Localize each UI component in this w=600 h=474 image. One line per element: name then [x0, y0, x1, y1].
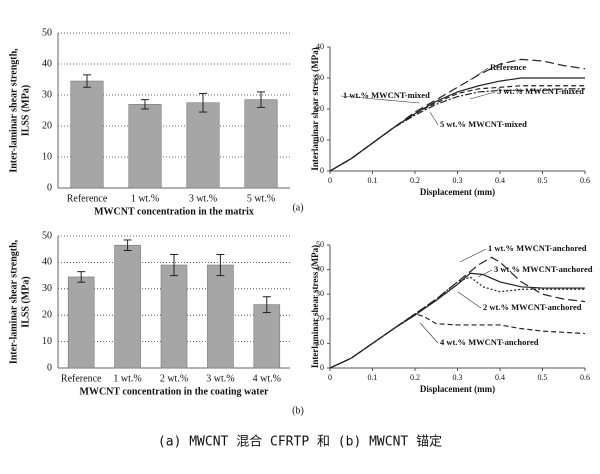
leader-line — [419, 322, 439, 344]
x-tick-label: 5 wt.% — [247, 193, 275, 204]
y-tick-label: 0 — [47, 182, 52, 193]
y-tick-label: 0 — [47, 362, 52, 373]
x-tick-label: 0.5 — [538, 176, 548, 185]
line — [329, 276, 585, 369]
leader-line — [429, 111, 439, 126]
y-tick-label: 50 — [42, 230, 52, 241]
bar — [253, 304, 281, 369]
y-tick-label: 50 — [42, 27, 52, 38]
panel-label: (a) — [292, 202, 303, 213]
x-tick-label: Reference — [61, 373, 102, 384]
line — [329, 88, 585, 172]
y-tick-label: 40 — [42, 257, 52, 268]
x-tick-label: 0 — [328, 373, 332, 382]
series-label: 5 wt.% MWCNT-mixed — [440, 119, 527, 129]
x-tick-label: 3 wt.% — [206, 373, 234, 384]
bar — [160, 264, 188, 369]
leader-line — [477, 269, 493, 278]
line — [329, 77, 585, 172]
x-tick-label: Reference — [67, 193, 108, 204]
bar — [128, 104, 162, 189]
x-tick-label: 4 wt.% — [253, 373, 281, 384]
bar — [244, 99, 278, 189]
y-axis-label: Interlaminar shear stress (MPa) — [310, 47, 320, 170]
x-tick-label: 1 wt.% — [113, 373, 141, 384]
y-tick-label: 10 — [42, 336, 52, 347]
bar — [67, 276, 95, 369]
bar — [114, 244, 141, 369]
series-label: 4 wt.% MWCNT-anchored — [440, 337, 539, 347]
x-tick-label: 0.1 — [368, 373, 378, 382]
x-tick-label: 0.6 — [580, 176, 590, 185]
figure-caption: (a) MWCNT 混合 CFRTP 和 (b) MWCNT 锚定 — [158, 435, 442, 450]
y-axis-label: Inter-laminar shear strength, — [8, 239, 19, 364]
x-tick-label: 0 — [328, 176, 332, 185]
bar — [70, 80, 104, 189]
y-axis-label: Inter-laminar shear strength, — [8, 48, 19, 173]
series-label: 2 wt.% MWCNT-anchored — [483, 302, 582, 312]
y-axis-label: Interlaminar shear stress (MPa) — [310, 245, 320, 368]
y-tick-label: 40 — [42, 58, 52, 69]
line — [329, 313, 586, 369]
y-tick-label: 10 — [316, 135, 324, 144]
leader-line — [469, 67, 489, 81]
x-tick-label: 3 wt.% — [189, 193, 217, 204]
y-tick-label: 30 — [42, 89, 52, 100]
x-tick-label: 2 wt.% — [160, 373, 188, 384]
y-tick-label: 30 — [316, 289, 324, 298]
y-tick-label: 20 — [316, 104, 324, 113]
leader-line — [459, 248, 487, 263]
x-tick-label: 0.5 — [538, 373, 548, 382]
x-axis-label: Displacement (mm) — [420, 187, 495, 197]
series-label: 1 wt.% MWCNT-anchored — [488, 243, 587, 253]
bar — [207, 264, 234, 369]
x-tick-label: 0.3 — [453, 176, 463, 185]
y-tick-label: 20 — [316, 314, 324, 323]
series-label: Reference — [490, 62, 526, 72]
y-tick-label: 50 — [316, 240, 324, 249]
leader-line — [469, 91, 496, 100]
x-tick-label: 0.2 — [410, 373, 420, 382]
x-tick-label: 0.2 — [410, 176, 420, 185]
y-tick-label: 0 — [320, 166, 324, 175]
x-tick-label: 0.4 — [495, 176, 505, 185]
y-axis-label: ILSS (MPa) — [20, 276, 31, 327]
line — [329, 272, 585, 369]
y-tick-label: 10 — [42, 151, 52, 162]
y-tick-label: 20 — [42, 120, 52, 131]
y-tick-label: 30 — [42, 283, 52, 294]
x-tick-label: 0.3 — [453, 373, 463, 382]
series-label: 1 wt.% MWCNT-mixed — [343, 90, 430, 100]
y-tick-label: 30 — [316, 73, 324, 82]
y-tick-label: 0 — [320, 363, 324, 372]
x-axis-label: MWCNT concentration in the matrix — [94, 206, 254, 217]
y-tick-label: 20 — [42, 309, 52, 320]
x-tick-label: 1 wt.% — [131, 193, 159, 204]
x-tick-label: 0.4 — [495, 373, 505, 382]
panel-label: (b) — [292, 405, 304, 416]
leader-line — [340, 95, 421, 104]
series-label: 3 wt.% MWCNT-anchored — [494, 264, 593, 274]
x-axis-label: Displacement (mm) — [420, 384, 495, 394]
y-tick-label: 40 — [316, 42, 324, 51]
y-tick-label: 10 — [316, 338, 324, 347]
bar — [186, 102, 220, 189]
x-axis-label: MWCNT concentration in the coating water — [80, 386, 270, 397]
line — [329, 58, 586, 172]
y-axis-label: ILSS (MPa) — [20, 85, 31, 136]
y-tick-label: 40 — [316, 264, 324, 273]
x-tick-label: 0.1 — [368, 176, 378, 185]
leader-line — [457, 291, 482, 309]
x-tick-label: 0.6 — [580, 373, 590, 382]
